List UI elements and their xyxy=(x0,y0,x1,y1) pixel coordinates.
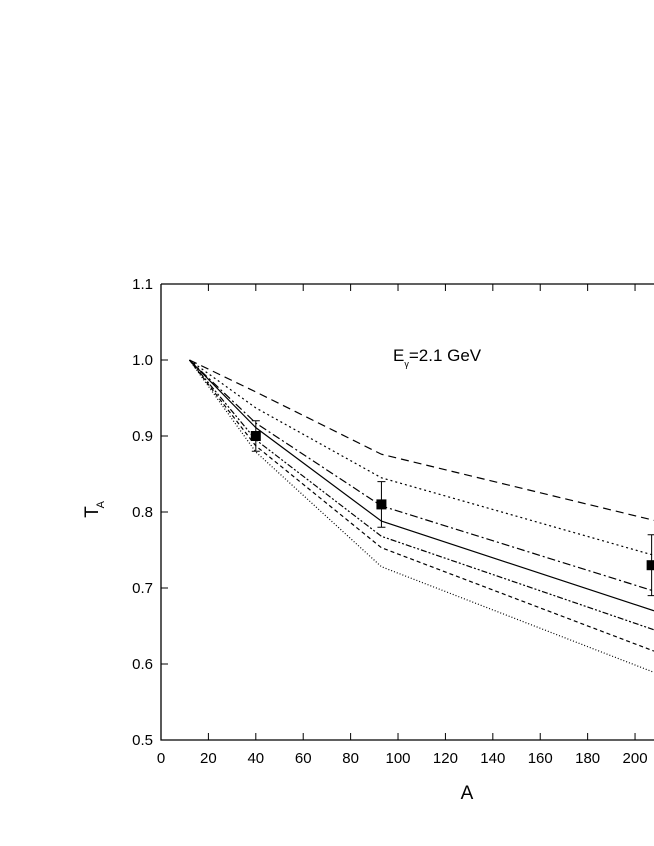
x-tick-label: 0 xyxy=(157,750,165,767)
plot-area xyxy=(188,359,654,673)
y-tick-label: 0.9 xyxy=(132,428,153,445)
y-tick-label: 1.0 xyxy=(132,352,153,369)
annotation-sub: γ xyxy=(404,359,409,369)
y-tick-label: 0.8 xyxy=(132,504,153,521)
y-tick-label: 0.5 xyxy=(132,732,153,749)
series-line xyxy=(188,359,654,673)
x-tick-label: 120 xyxy=(433,750,458,767)
data-point xyxy=(376,499,387,510)
annotation-rest: =2.1 GeV xyxy=(409,346,482,365)
series-line xyxy=(188,359,654,652)
y-axis-label-sub: A xyxy=(95,500,107,508)
annotation: Eγ=2.1 GeV xyxy=(393,346,482,369)
x-tick-label: 20 xyxy=(200,750,217,767)
series-line xyxy=(188,359,654,631)
annotation-main: E xyxy=(393,346,404,365)
series-line xyxy=(189,359,654,556)
x-tick-label: 160 xyxy=(528,750,553,767)
frame xyxy=(160,283,654,741)
x-axis-label: A xyxy=(461,783,474,804)
x-tick-label: 100 xyxy=(386,750,411,767)
x-tick-label: 40 xyxy=(247,750,264,767)
series-line xyxy=(189,359,654,612)
y-tick-label: 0.6 xyxy=(132,656,153,673)
data-point xyxy=(646,560,654,571)
y-axis-label-main: T xyxy=(82,506,103,518)
x-tick-label: 180 xyxy=(575,750,600,767)
series-line xyxy=(189,359,654,521)
y-tick-label: 1.1 xyxy=(132,276,153,293)
x-tick-label: 80 xyxy=(342,750,359,767)
x-tick-label: 140 xyxy=(480,750,505,767)
x-tick-label: 200 xyxy=(623,750,648,767)
series-line xyxy=(189,359,654,592)
y-tick-label: 0.7 xyxy=(132,580,153,597)
data-point xyxy=(250,431,261,441)
x-tick-label: 60 xyxy=(295,750,312,767)
y-axis-label: T A xyxy=(82,500,107,517)
